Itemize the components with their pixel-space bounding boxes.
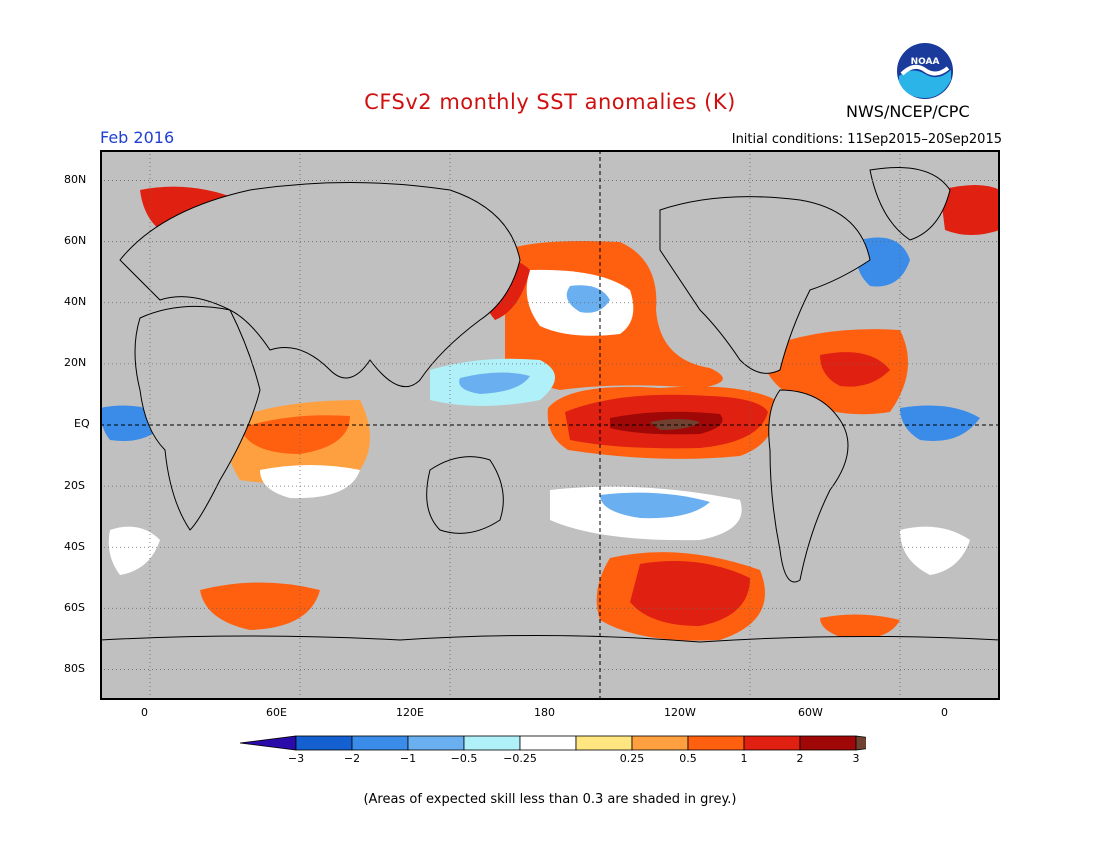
greenland	[869, 167, 951, 241]
colorbar-tick-label: 1	[740, 752, 748, 765]
eq-atlantic-cool	[900, 405, 980, 442]
forecast-period: Feb 2016	[100, 128, 175, 147]
colorbar-swatch	[743, 735, 801, 751]
colorbar	[239, 735, 866, 751]
colorbar-swatch	[687, 735, 745, 751]
colorbar-swatch	[407, 735, 465, 751]
continents	[100, 167, 1000, 700]
southern-ocean-warm	[200, 582, 320, 630]
lat-tick-eq: EQ	[74, 417, 90, 430]
atlantic-strong	[820, 352, 890, 387]
colorbar-tick-label: −1	[399, 752, 417, 765]
map-title: CFSv2 monthly SST anomalies (K)	[364, 90, 736, 114]
initial-conditions: Initial conditions: 11Sep2015–20Sep2015	[731, 132, 1002, 147]
colorbar-tick-label: −3	[287, 752, 305, 765]
gulf-stream-cool	[856, 237, 910, 287]
lat-tick-40s: 40S	[64, 540, 85, 553]
lon-tick-120w: 120W	[664, 706, 696, 719]
colorbar-over-triangle	[855, 735, 866, 751]
footnote: (Areas of expected skill less than 0.3 a…	[363, 792, 737, 807]
colorbar-swatches	[239, 735, 866, 751]
lon-tick-180: 180	[534, 706, 555, 719]
map-frame	[100, 150, 1000, 700]
antarctica	[100, 634, 1000, 700]
colorbar-swatch	[351, 735, 409, 751]
colorbar-tick-label: −0.5	[450, 752, 478, 765]
s-pacific-strong	[630, 561, 750, 626]
colorbar-tick-label: 0.5	[679, 752, 697, 765]
s-atlantic-white	[108, 526, 160, 575]
indian-ocean-strong	[240, 415, 350, 454]
lon-tick-60w: 60W	[798, 706, 823, 719]
lat-tick-80n: 80N	[64, 173, 87, 186]
lon-tick-120e: 120E	[396, 706, 424, 719]
eurasia	[119, 182, 521, 388]
n-pacific-cool	[566, 285, 610, 313]
wpac-cool-core	[459, 372, 530, 394]
org-label: NWS/NCEP/CPC	[846, 102, 970, 121]
colorbar-swatch	[799, 735, 857, 751]
southern-ocean-warm-east	[820, 614, 900, 640]
colorbar-tick-label: 2	[796, 752, 804, 765]
africa	[134, 305, 261, 531]
colorbar-swatch	[575, 735, 633, 751]
lon-tick-0-east: 0	[941, 706, 948, 719]
colorbar-under-triangle	[239, 735, 297, 751]
nordic-warm-east	[940, 185, 1000, 235]
colorbar-tick-label: 0.25	[619, 752, 645, 765]
logo-text: NOAA	[911, 57, 940, 67]
indian-ocean-white	[260, 465, 360, 499]
lat-tick-20s: 20S	[64, 479, 85, 492]
colorbar-tick-label: −2	[343, 752, 361, 765]
noaa-logo: NOAA	[895, 41, 955, 101]
s-pacific-cool	[600, 492, 710, 519]
colorbar-swatch	[519, 735, 577, 751]
colorbar-swatch	[463, 735, 521, 751]
anomaly-fields	[100, 185, 1000, 641]
australia	[426, 456, 504, 534]
colorbar-tick-label: 3	[852, 752, 860, 765]
colorbar-swatch	[295, 735, 353, 751]
lon-tick-60e: 60E	[266, 706, 287, 719]
north-america	[659, 196, 871, 374]
s-atlantic-white-east	[900, 526, 970, 575]
colorbar-swatch	[631, 735, 689, 751]
sst-anomaly-map	[100, 150, 1000, 700]
lat-tick-20n: 20N	[64, 356, 87, 369]
lat-tick-40n: 40N	[64, 295, 87, 308]
lat-tick-80s: 80S	[64, 662, 85, 675]
lat-tick-60n: 60N	[64, 234, 87, 247]
lat-tick-60s: 60S	[64, 601, 85, 614]
colorbar-tick-label: −0.25	[503, 752, 537, 765]
lon-tick-0: 0	[141, 706, 148, 719]
